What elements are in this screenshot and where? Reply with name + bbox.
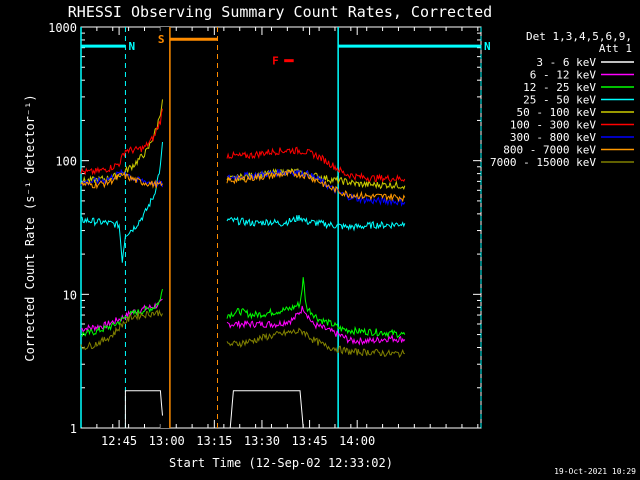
series-line — [80, 298, 406, 346]
legend-header: Det 1,3,4,5,6,9, — [526, 30, 632, 43]
x-tick-label: 13:15 — [196, 434, 232, 448]
x-tick-label: 14:00 — [339, 434, 375, 448]
legend-item-label: 7000 - 15000 keV — [490, 156, 596, 169]
legend-item-label: 6 - 12 keV — [530, 69, 597, 82]
series-line — [80, 309, 405, 359]
legend-item-label: 12 - 25 keV — [523, 81, 596, 94]
legend-item-label: 25 - 50 keV — [523, 94, 596, 107]
y-axis-label: Corrected Count Rate (s⁻¹ detector⁻¹) — [23, 94, 37, 361]
x-tick-label: 13:00 — [149, 434, 185, 448]
legend-item-label: 3 - 6 keV — [536, 56, 596, 69]
legend-item-label: 800 - 7000 keV — [503, 144, 596, 157]
chart-title: RHESSI Observing Summary Count Rates, Co… — [68, 3, 492, 21]
flag-letter: N — [484, 40, 491, 53]
legend-item-label: 300 - 800 keV — [510, 131, 596, 144]
series-line — [80, 170, 406, 203]
flag-letter: S — [158, 33, 165, 46]
x-tick-label: 13:45 — [292, 434, 328, 448]
series-line — [81, 390, 481, 429]
x-tick-label: 12:45 — [101, 434, 137, 448]
y-tick-label: 1 — [70, 422, 77, 436]
y-tick-label: 100 — [55, 155, 77, 169]
y-tick-label: 1000 — [48, 21, 77, 35]
legend-header: Att 1 — [599, 42, 632, 55]
x-axis-label: Start Time (12-Sep-02 12:33:02) — [169, 456, 393, 470]
flag-letter: F — [272, 55, 279, 68]
series-line — [80, 108, 406, 183]
plot-area: 1 10 100 1000 12:45 13:00 13:15 13:30 13:45 14:00… — [48, 21, 491, 448]
y-tick-label: 10 — [63, 288, 77, 302]
gap-region — [160, 27, 170, 428]
legend-item-label: 100 - 300 keV — [510, 119, 596, 132]
series-line — [80, 277, 406, 339]
timestamp: 19-Oct-2021 10:29 — [554, 467, 636, 476]
plot-frame — [80, 26, 482, 429]
legend-item-label: 50 - 100 keV — [517, 106, 597, 119]
x-tick-label: 13:30 — [244, 434, 280, 448]
series-line — [80, 141, 406, 263]
flag-letter: N — [128, 40, 135, 53]
